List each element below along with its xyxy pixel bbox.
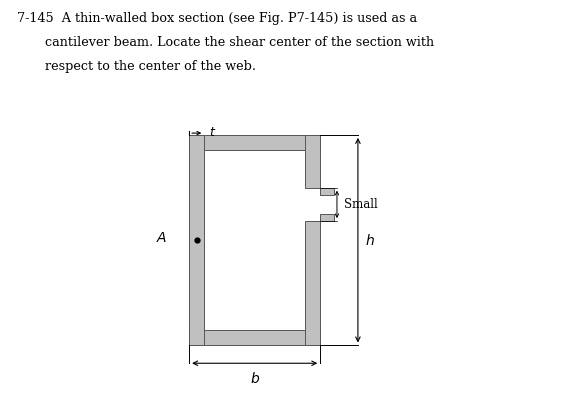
Bar: [305, 221, 320, 345]
Text: $A$: $A$: [156, 231, 167, 245]
Text: Small: Small: [344, 198, 378, 211]
Text: cantilever beam. Locate the shear center of the section with: cantilever beam. Locate the shear center…: [45, 36, 434, 49]
Bar: [189, 135, 204, 345]
Text: $t$: $t$: [209, 126, 217, 139]
Text: 7-145  A thin-walled box section (see Fig. P7-145) is used as a: 7-145 A thin-walled box section (see Fig…: [17, 12, 417, 25]
Bar: [305, 135, 320, 188]
Text: $h$: $h$: [365, 233, 375, 248]
Text: respect to the center of the web.: respect to the center of the web.: [45, 60, 256, 73]
Bar: [189, 135, 320, 150]
Bar: [189, 330, 320, 345]
Bar: [320, 214, 334, 221]
Bar: [320, 188, 334, 195]
Text: $b$: $b$: [250, 371, 260, 386]
